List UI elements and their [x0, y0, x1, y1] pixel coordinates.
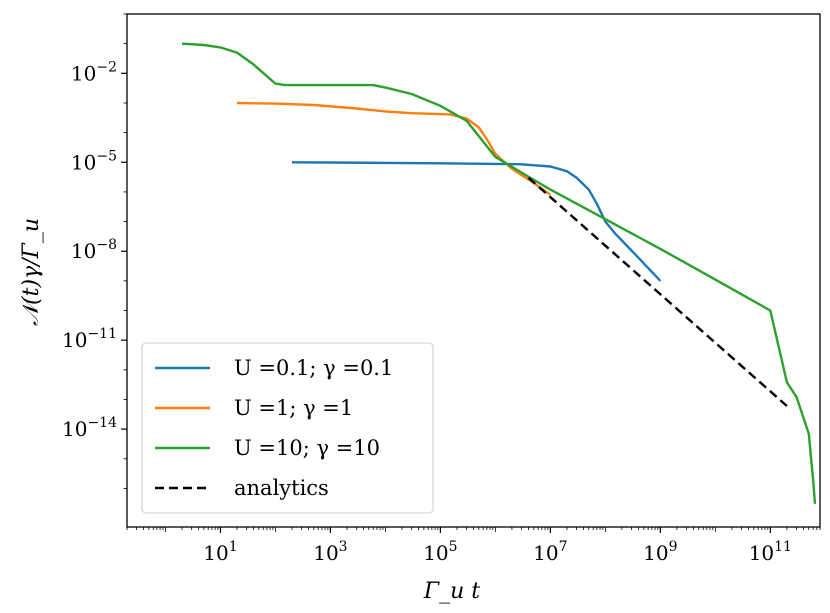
series-layer [181, 42, 817, 504]
legend-label-0: U =0.1; γ =0.1 [234, 356, 393, 380]
series-line-0 [291, 161, 662, 282]
x-tick-label-2: 105 [423, 539, 457, 565]
x-tick-label-0: 101 [203, 539, 237, 565]
ticks-layer: 101 103 105 107 109 1011 10−2 10−5 10−8 10−11 10−1… [62, 13, 821, 565]
x-tick-label-3: 107 [533, 539, 567, 565]
legend-box [141, 342, 434, 514]
y-tick-label-1: 10−5 [71, 148, 117, 174]
series-line-2 [181, 42, 817, 504]
series-line-3 [527, 176, 788, 407]
legend-label-2: U =10; γ =10 [234, 436, 380, 460]
y-tick-label-4: 10−14 [62, 415, 117, 441]
x-axis-label: Γ_u t [423, 579, 480, 604]
y-tick-label-0: 10−2 [71, 59, 117, 85]
y-tick-label-2: 10−8 [71, 237, 117, 263]
y-tick-label-3: 10−11 [62, 326, 117, 352]
x-tick-label-4: 109 [643, 539, 677, 565]
legend: U =0.1; γ =0.1 U =1; γ =1 U =10; γ =10 anal… [141, 342, 434, 514]
x-tick-label-5: 1011 [749, 539, 792, 565]
x-tick-label-1: 103 [313, 539, 347, 565]
y-axis-label: 𝒩(t)γ/Γ_u [19, 218, 44, 326]
legend-entries: U =0.1; γ =0.1 U =1; γ =1 U =10; γ =10 anal… [155, 356, 393, 500]
legend-label-1: U =1; γ =1 [234, 396, 353, 420]
legend-label-3: analytics [234, 476, 329, 500]
